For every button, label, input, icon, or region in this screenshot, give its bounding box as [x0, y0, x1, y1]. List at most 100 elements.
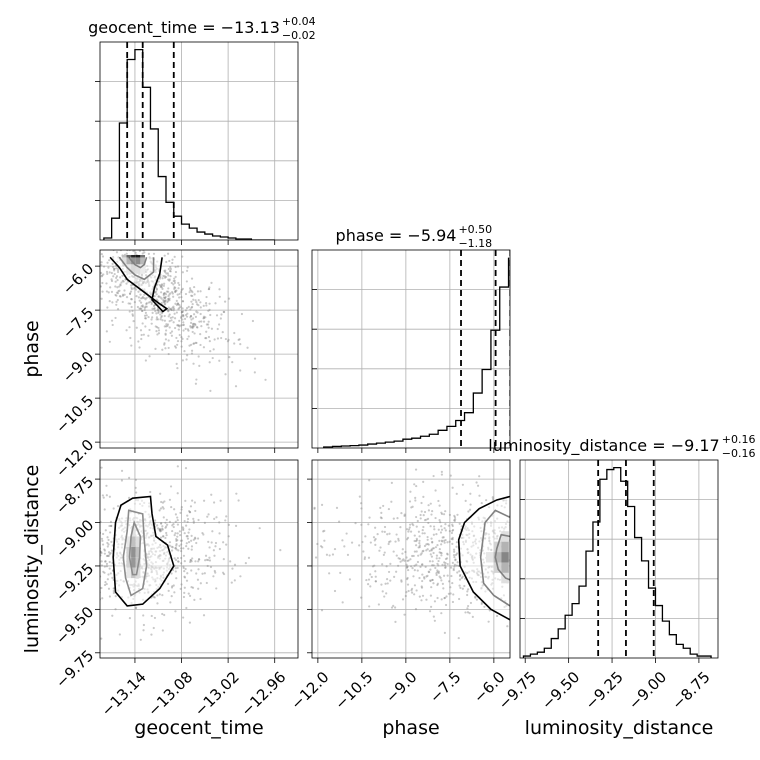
- sample-point: [96, 556, 98, 558]
- sample-point: [448, 530, 451, 533]
- sample-point: [414, 499, 417, 502]
- sample-point: [443, 539, 446, 542]
- sample-point: [176, 566, 179, 569]
- sample-point: [115, 251, 119, 254]
- sample-point: [108, 567, 111, 570]
- sample-point: [545, 585, 547, 587]
- sample-point: [450, 537, 453, 541]
- sample-point: [405, 566, 409, 569]
- sample-point: [123, 247, 125, 249]
- sample-point: [88, 513, 90, 515]
- sample-point: [418, 539, 421, 542]
- sample-point: [348, 578, 352, 581]
- sample-point: [380, 583, 383, 586]
- sample-point: [190, 349, 194, 352]
- sample-point: [147, 301, 150, 304]
- sample-point: [220, 336, 223, 340]
- sample-point: [455, 541, 459, 544]
- sample-point: [168, 278, 171, 281]
- sample-point: [156, 602, 159, 605]
- sample-point: [513, 552, 515, 554]
- sample-point: [183, 560, 186, 563]
- sample-point: [109, 524, 113, 528]
- sample-point: [117, 290, 120, 293]
- sample-point: [369, 573, 372, 576]
- sample-point: [253, 371, 256, 374]
- sample-point: [362, 550, 365, 553]
- sample-point: [155, 318, 158, 321]
- sample-point: [227, 535, 230, 538]
- sample-point: [188, 510, 191, 513]
- sample-point: [138, 299, 141, 302]
- sample-point: [76, 252, 78, 254]
- sample-point: [531, 522, 533, 524]
- sample-point: [170, 572, 173, 575]
- sample-point: [86, 552, 88, 554]
- sample-point: [105, 330, 108, 333]
- sample-point: [335, 506, 339, 510]
- sample-point: [209, 389, 212, 392]
- sample-point: [162, 294, 165, 297]
- sample-point: [418, 595, 421, 598]
- sample-point: [573, 582, 575, 584]
- sample-point: [176, 343, 179, 346]
- sample-point: [94, 216, 96, 218]
- sample-point: [454, 558, 457, 561]
- sample-point: [451, 529, 454, 532]
- sample-point: [463, 584, 466, 588]
- sample-point: [453, 555, 456, 559]
- sample-point: [163, 500, 166, 503]
- sample-point: [134, 486, 137, 489]
- sample-point: [176, 523, 180, 526]
- sample-point: [45, 539, 47, 541]
- sample-point: [289, 578, 291, 580]
- sample-point: [168, 299, 171, 302]
- sample-point: [96, 578, 98, 580]
- sample-point: [207, 287, 211, 291]
- sample-point: [170, 586, 174, 589]
- sample-point: [89, 245, 91, 247]
- sample-point: [175, 303, 178, 307]
- sample-point: [432, 474, 435, 478]
- sample-point: [313, 506, 316, 509]
- sample-point: [588, 518, 590, 520]
- sample-point: [436, 544, 439, 547]
- sample-point: [280, 572, 282, 574]
- sample-point: [190, 352, 194, 355]
- sample-point: [421, 529, 424, 532]
- sample-point: [513, 537, 515, 539]
- sample-point: [94, 594, 96, 596]
- sample-point: [100, 271, 103, 275]
- histogram-panel-phase: phase = −5.94 +0.50−1.18: [311, 223, 511, 453]
- sample-point: [100, 285, 102, 288]
- sample-point: [386, 582, 389, 585]
- sample-point: [167, 267, 170, 271]
- sample-point: [103, 571, 106, 574]
- sample-point: [545, 627, 547, 629]
- sample-point: [447, 592, 450, 595]
- sample-point: [453, 550, 456, 553]
- sample-point: [517, 528, 519, 530]
- sample-point: [461, 575, 464, 578]
- sample-point: [84, 254, 86, 256]
- sample-point: [413, 564, 416, 567]
- sample-point: [121, 293, 125, 296]
- sample-point: [444, 510, 447, 513]
- sample-point: [169, 331, 172, 335]
- sample-point: [190, 289, 193, 292]
- sample-point: [191, 324, 195, 327]
- sample-point: [331, 553, 335, 556]
- sample-point: [187, 547, 190, 550]
- sample-point: [388, 540, 391, 544]
- sample-point: [176, 535, 179, 538]
- sample-point: [373, 539, 376, 542]
- sample-point: [405, 528, 409, 531]
- sample-point: [228, 355, 231, 359]
- sample-point: [87, 544, 89, 546]
- title-phase: phase = −5.94 +0.50−1.18: [336, 223, 493, 250]
- sample-point: [545, 506, 547, 508]
- sample-point: [145, 314, 148, 317]
- sample-point: [187, 531, 190, 534]
- sample-point: [195, 301, 198, 304]
- sample-point: [447, 524, 450, 527]
